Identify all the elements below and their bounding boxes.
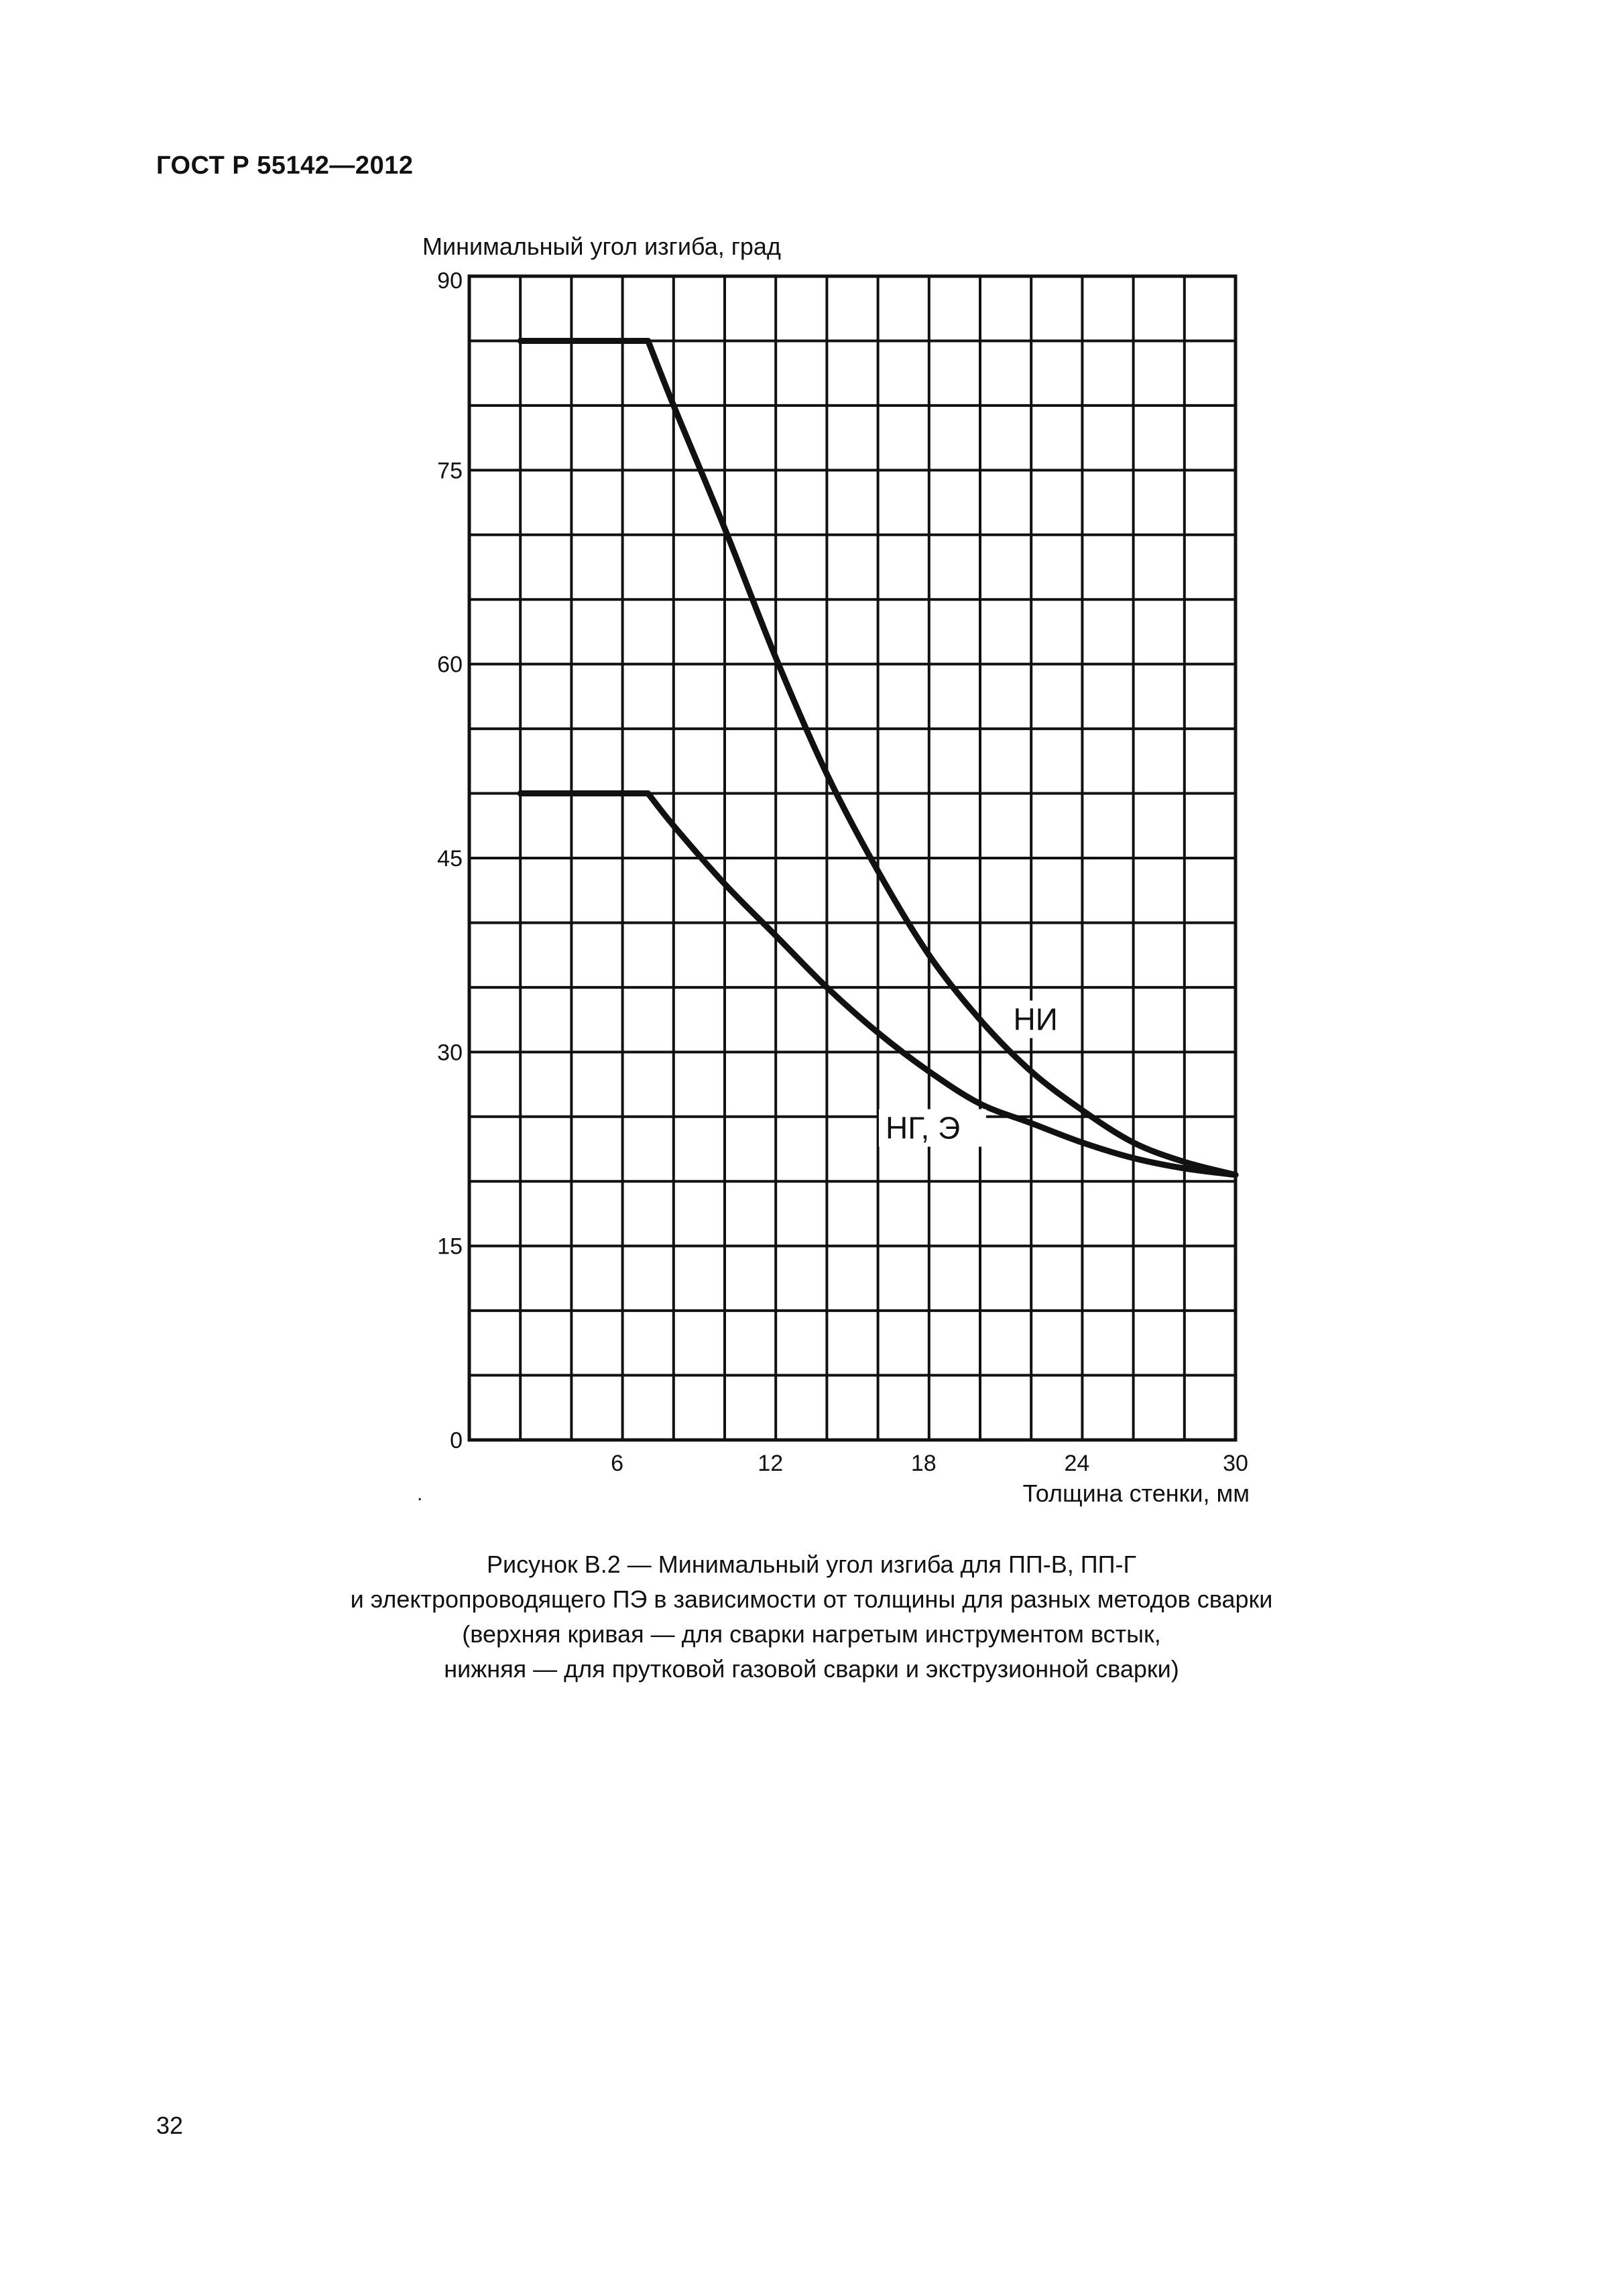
caption-line-3: (верхняя кривая — для сварки нагретым ин… (462, 1620, 1161, 1648)
x-tick-label: 24 (1064, 1451, 1089, 1476)
y-tick-label: 75 (437, 458, 463, 483)
stray-mark: . (417, 1483, 423, 1505)
y-tick-label: 0 (450, 1428, 463, 1453)
x-tick-label: 12 (758, 1451, 783, 1476)
caption-line-2: и электропроводящего ПЭ в зависимости от… (350, 1585, 1273, 1613)
y-tick-label: 90 (437, 268, 463, 294)
y-tick-label: 45 (437, 846, 463, 871)
annotation-background (879, 1109, 987, 1147)
series-label-ni: НИ (1014, 1002, 1058, 1037)
series-line-ni (517, 337, 1239, 1179)
x-axis-label: Толщина стенки, мм (1023, 1479, 1250, 1507)
x-tick-label: 6 (611, 1451, 623, 1476)
series-label-ng-e: НГ, Э (886, 1111, 960, 1146)
document-code: ГОСТ Р 55142—2012 (156, 152, 414, 180)
y-tick-label: 30 (437, 1040, 463, 1065)
figure-caption: Рисунок В.2 — Минимальный угол изгиба дл… (0, 1547, 1623, 1687)
page-number: 32 (156, 2112, 184, 2139)
y-tick-label: 15 (437, 1234, 463, 1260)
y-axis-label: Минимальный угол изгиба, град (422, 233, 781, 260)
x-tick-label: 18 (911, 1451, 937, 1476)
caption-line-1: Рисунок В.2 — Минимальный угол изгиба дл… (486, 1551, 1137, 1578)
annotation-background (1006, 1000, 1058, 1038)
caption-line-4: нижняя — для прутковой газовой сварки и … (444, 1655, 1179, 1683)
plot-frame (467, 274, 1238, 1442)
y-tick-label: 60 (437, 652, 463, 678)
x-tick-label: 30 (1223, 1451, 1248, 1476)
series-line-ng-e (517, 790, 1239, 1179)
